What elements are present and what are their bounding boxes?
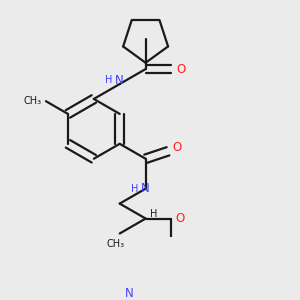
Text: H: H <box>105 75 112 85</box>
Text: O: O <box>176 212 185 225</box>
Text: H: H <box>150 209 157 219</box>
Text: N: N <box>141 182 150 195</box>
Text: CH₃: CH₃ <box>107 239 125 249</box>
Text: CH₃: CH₃ <box>24 96 42 106</box>
Text: O: O <box>177 63 186 76</box>
Text: N: N <box>115 74 124 87</box>
Text: O: O <box>173 141 182 154</box>
Text: H: H <box>131 184 138 194</box>
Text: N: N <box>125 287 134 300</box>
